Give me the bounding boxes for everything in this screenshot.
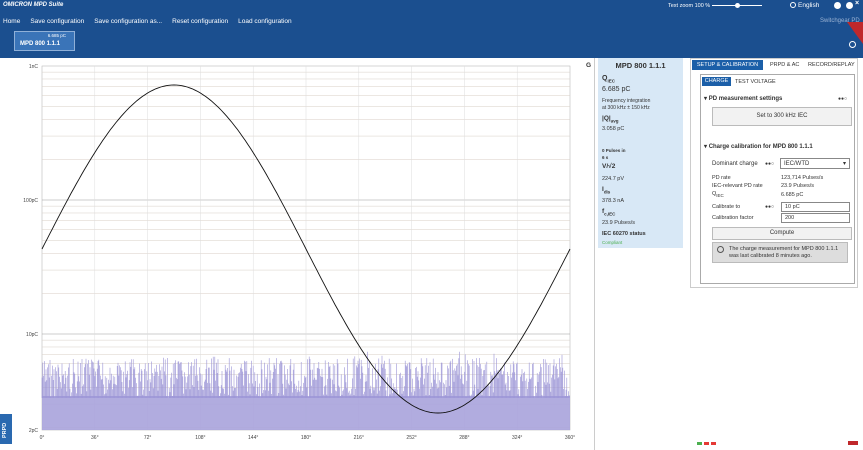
note-text: The charge measurement for MPD 800 1.1.1…: [729, 246, 839, 259]
corner-mark: [847, 22, 863, 44]
x-tick-label: 360°: [565, 435, 575, 441]
sine-reference: [41, 84, 571, 414]
y-tick-label: 10pC: [26, 332, 38, 338]
user[interactable]: Switchgear PD: [820, 18, 860, 24]
pulses-label: 0 Pulses in: [602, 148, 626, 153]
dominant-dropdown[interactable]: IEC/WTD ▾: [780, 158, 850, 169]
device-name: MPD 800 1.1.1: [20, 41, 61, 47]
info-title: MPD 800 1.1.1: [615, 61, 666, 70]
x-tick-label: 108°: [195, 435, 205, 441]
voltage-value: 224.7 pV: [602, 176, 625, 182]
plot-corner: G: [586, 62, 592, 69]
calibrate-label: Calibrate to: [712, 204, 741, 210]
factor-label: Calibration factor: [712, 215, 754, 221]
settings-box: [700, 74, 855, 284]
text-zoom: Text zoom 100 %: [668, 3, 711, 9]
tab-active[interactable]: SETUP & CALIBRATION: [692, 60, 763, 70]
status-label: IEC 60270 status: [602, 231, 646, 237]
language[interactable]: English: [798, 2, 820, 9]
toggle[interactable]: ●●○: [838, 96, 848, 102]
plot-frame: [0, 58, 595, 450]
menu-item[interactable]: Load configuration: [238, 18, 292, 25]
freq-label: Frequency integration: [602, 98, 651, 104]
y-tick-label: 100pC: [23, 198, 38, 204]
q-value: 6.685 pC: [781, 192, 804, 198]
x-tick-label: 144°: [248, 435, 258, 441]
compute-button[interactable]: Compute: [712, 227, 852, 240]
x-tick-label: 36°: [91, 435, 99, 441]
help-icon[interactable]: [846, 2, 853, 9]
x-tick-label: 180°: [301, 435, 311, 441]
factor-input[interactable]: 200: [781, 213, 850, 223]
toggle[interactable]: ●●○: [765, 161, 775, 167]
x-tick-label: 0°: [40, 435, 45, 441]
dominant-label: Dominant charge: [712, 161, 758, 167]
menu: Home Save configuration Save configurati…: [3, 18, 292, 25]
menu-item[interactable]: Reset configuration: [172, 18, 229, 25]
side-tab[interactable]: PRPD: [0, 414, 12, 444]
toggle[interactable]: ●●○: [765, 204, 775, 210]
y-tick-label: 2pC: [29, 428, 39, 434]
x-tick-label: 324°: [512, 435, 522, 441]
note-icon: [717, 246, 724, 253]
q-iec: QIEC: [602, 75, 615, 84]
current: Idis: [602, 186, 611, 195]
window-controls[interactable]: ×: [855, 0, 860, 7]
app-title: OMICRON MPD Suite: [3, 2, 64, 8]
q-label: QIEC: [712, 191, 724, 199]
pd-rate-value: 123,714 Pulses/s: [781, 175, 824, 181]
globe-icon: [790, 2, 796, 8]
noise-band: [42, 396, 570, 430]
iec-rate-label: IEC-relevant PD rate: [712, 183, 763, 189]
note-box: The charge measurement for MPD 800 1.1.1…: [712, 242, 848, 263]
noise-spikes: [41, 351, 570, 398]
power-icon[interactable]: [849, 41, 856, 48]
logo: [848, 441, 858, 445]
cal-section[interactable]: ▾ Charge calibration for MPD 800 1.1.1: [704, 144, 813, 150]
pd-button[interactable]: Set to 300 kHz IEC: [712, 107, 852, 126]
pd-section[interactable]: ▾ PD measurement settings: [704, 96, 783, 102]
x-tick-label: 72°: [144, 435, 152, 441]
info-panel: MPD 800 1.1.1 QIEC 6.685 pC Frequency in…: [598, 58, 683, 248]
q-iec-value: 6.685 pC: [602, 86, 631, 93]
status-value: Compliant: [602, 240, 623, 245]
subtab-active[interactable]: CHARGE: [702, 77, 731, 86]
zoom-knob[interactable]: [735, 3, 740, 8]
rate-value: 23.9 Pulses/s: [602, 220, 636, 226]
current-value: 378.3 nA: [602, 198, 625, 204]
subtab[interactable]: TEST VOLTAGE: [735, 79, 776, 85]
x-tick-label: 252°: [406, 435, 416, 441]
tab[interactable]: PRPD & AC: [770, 62, 800, 68]
pd-rate-label: PD rate: [712, 175, 731, 181]
device-tab[interactable]: 6.685 pC MPD 800 1.1.1: [14, 31, 75, 51]
menu-item[interactable]: Home: [3, 18, 21, 25]
freq-value: at 300 kHz ± 150 kHz: [602, 105, 650, 111]
settings-panel: [690, 58, 858, 288]
menu-item[interactable]: Save configuration: [30, 18, 85, 25]
side-tab-label: PRPD: [2, 422, 8, 438]
status-dot: [711, 442, 716, 445]
info-icon[interactable]: [834, 2, 841, 9]
menu-item[interactable]: Save configuration as...: [94, 18, 163, 25]
y-tick-label: 1nC: [29, 64, 39, 70]
x-tick-label: 216°: [354, 435, 364, 441]
q-avg: |Q|avg: [602, 115, 619, 124]
iec-rate-value: 23.9 Pulses/s: [781, 183, 815, 189]
calibrate-input[interactable]: 10 pC: [781, 202, 850, 212]
pulses-time: 6 s: [602, 155, 609, 160]
x-tick-label: 288°: [459, 435, 469, 441]
tab[interactable]: RECORD/REPLAY: [808, 62, 855, 68]
voltage: V/√2: [602, 163, 616, 170]
top-bar: [0, 0, 863, 58]
device-value: 6.685 pC: [47, 33, 66, 38]
q-avg-value: 3.058 pC: [602, 126, 625, 132]
status-dot: [697, 442, 702, 445]
status-dot: [704, 442, 709, 445]
rate: fc,IEC: [602, 208, 616, 217]
